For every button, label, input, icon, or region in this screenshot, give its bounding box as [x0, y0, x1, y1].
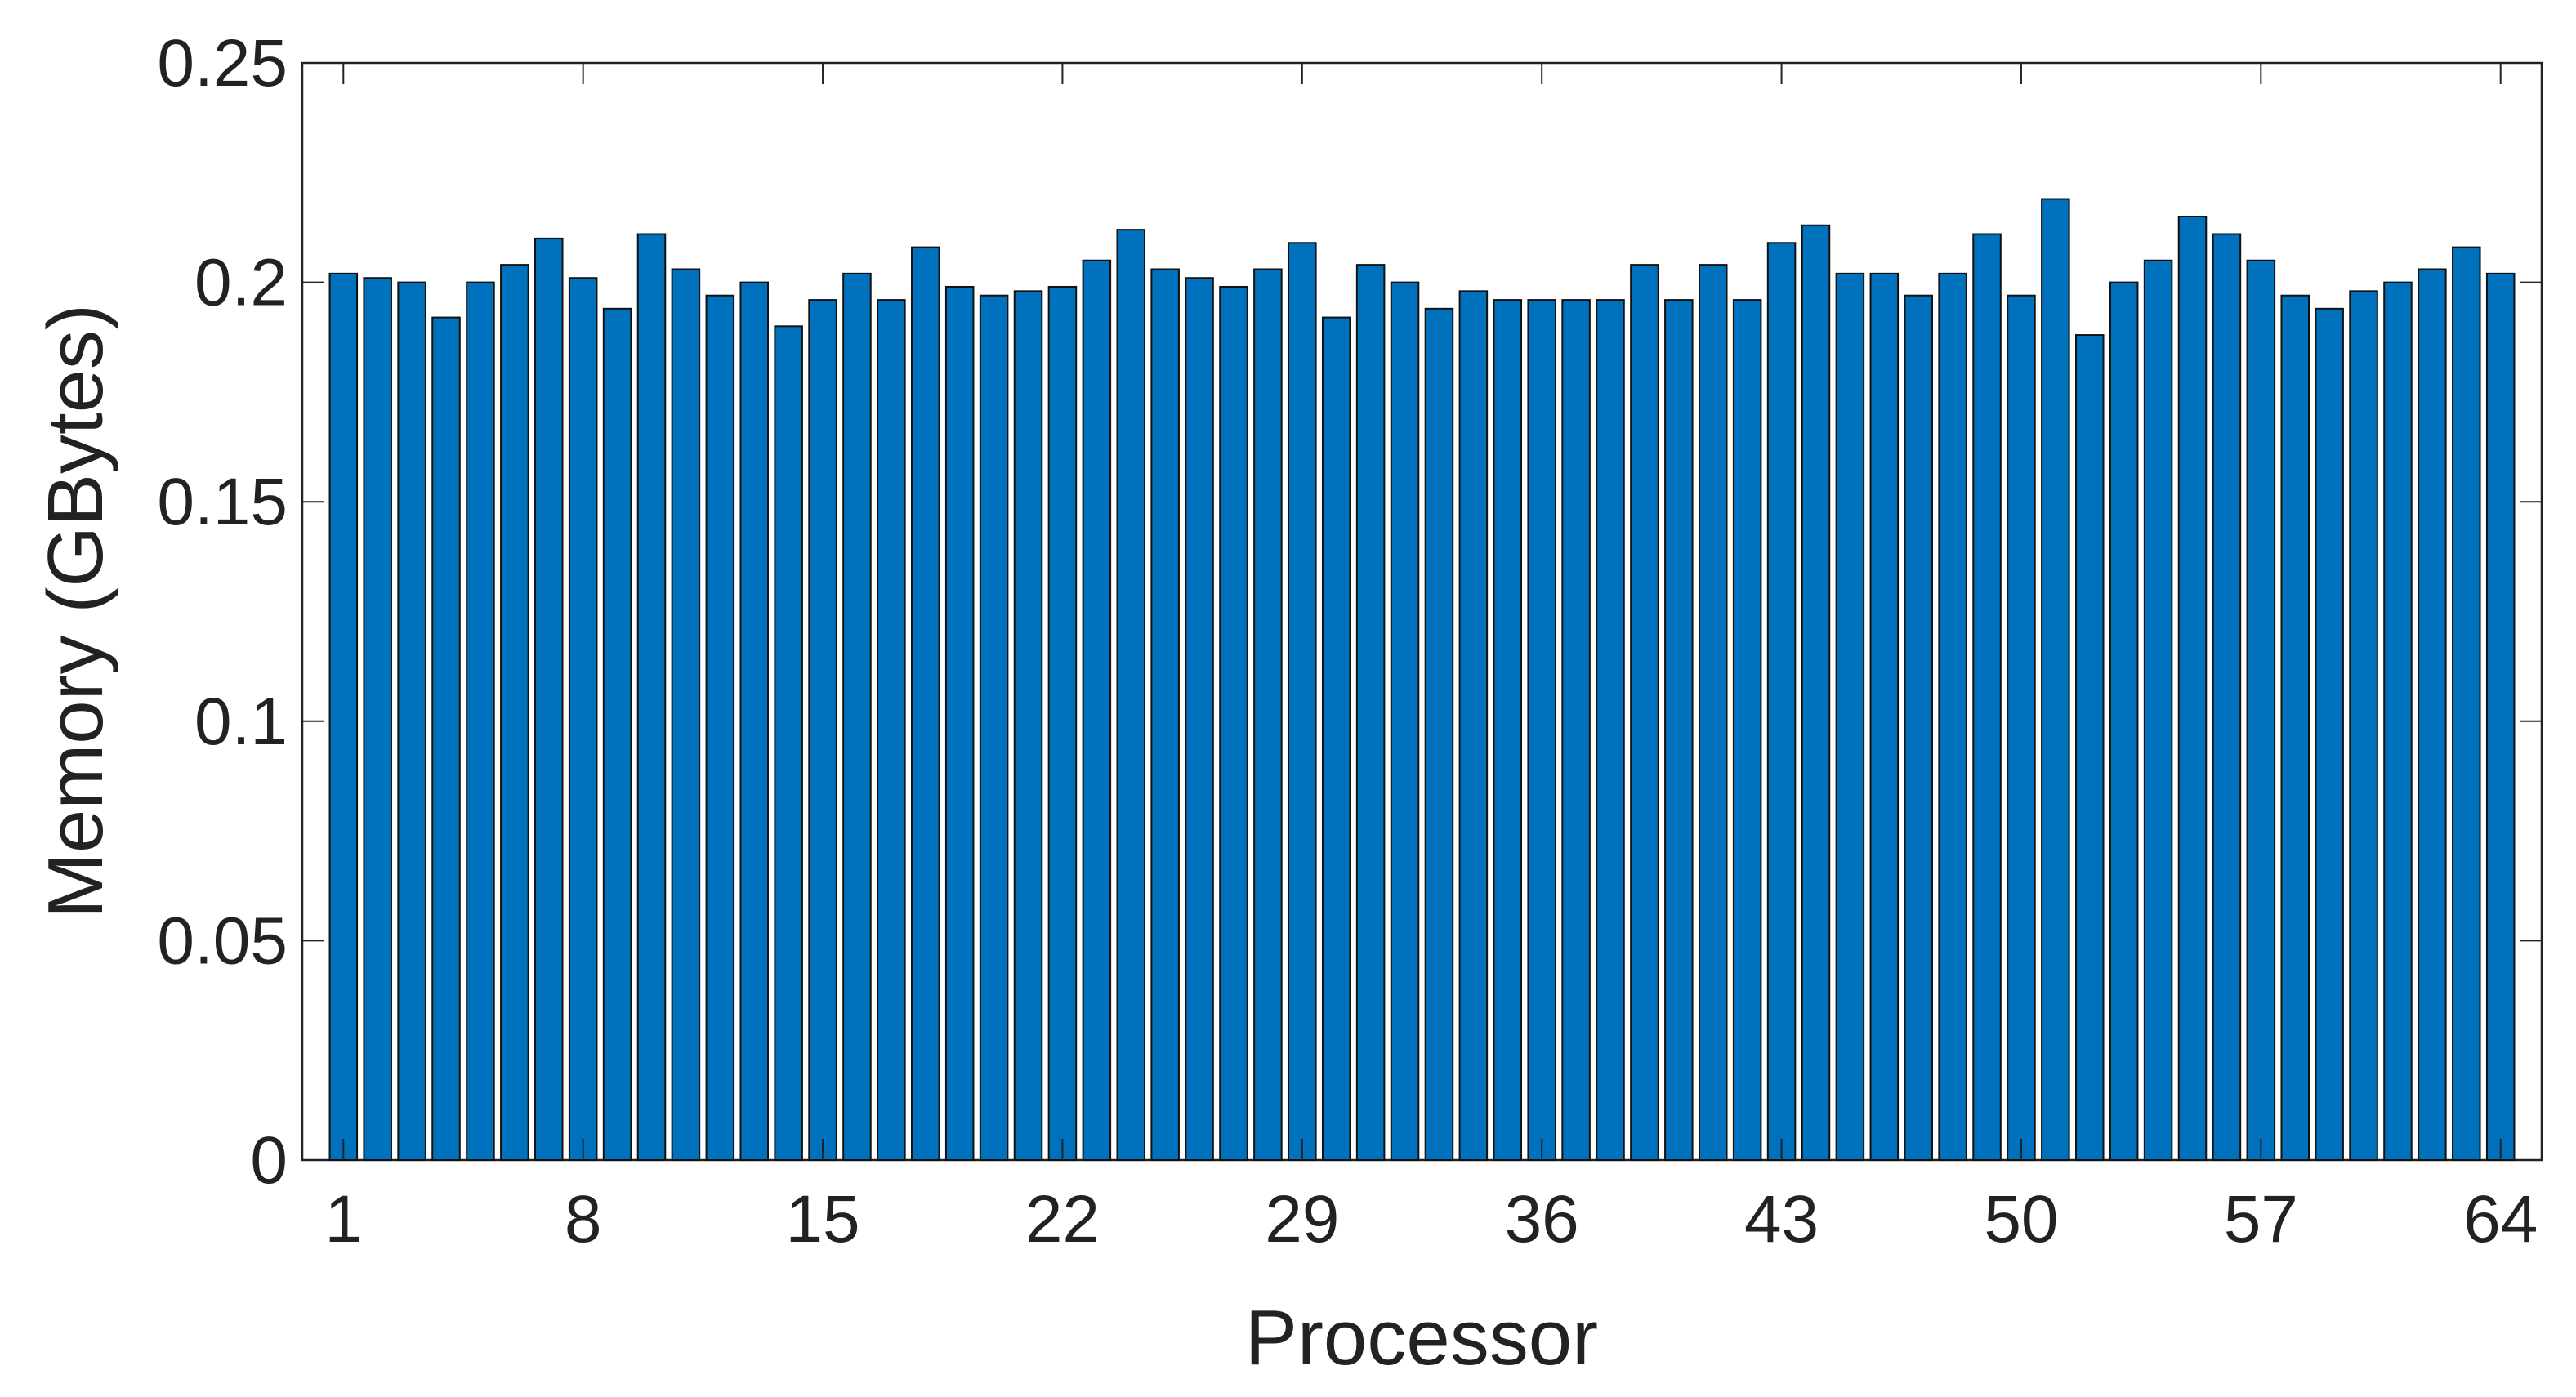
x-tick-label: 22	[1025, 1182, 1100, 1256]
bar	[466, 281, 495, 1162]
bar	[2075, 334, 2105, 1161]
bar	[636, 233, 667, 1161]
bar	[1972, 233, 2002, 1161]
bar	[1835, 272, 1865, 1162]
y-tick-label: 0.15	[157, 465, 288, 539]
bar	[1013, 290, 1043, 1161]
bar	[1596, 299, 1625, 1161]
y-tick-label: 0.25	[157, 26, 288, 100]
bar	[2109, 281, 2139, 1162]
bar	[808, 299, 837, 1161]
bar	[1766, 242, 1797, 1162]
bar	[2383, 281, 2413, 1162]
bar	[2452, 246, 2481, 1161]
bar	[2246, 259, 2276, 1161]
y-tick-label: 0	[250, 1123, 288, 1198]
bar	[1253, 268, 1283, 1161]
bar	[842, 272, 872, 1162]
bar	[500, 264, 529, 1161]
bar	[1801, 224, 1831, 1161]
bar	[1355, 264, 1386, 1161]
bar	[1150, 268, 1180, 1161]
bar	[671, 268, 701, 1161]
bar	[328, 272, 359, 1162]
x-tick-label: 43	[1744, 1182, 1819, 1256]
bar	[1630, 264, 1659, 1161]
bar	[363, 277, 392, 1161]
bar	[1390, 281, 1420, 1162]
bar	[1664, 299, 1694, 1161]
bar	[2280, 294, 2310, 1162]
bar	[1698, 264, 1728, 1161]
bar	[2315, 307, 2344, 1161]
bar	[1493, 299, 1523, 1161]
bar	[739, 281, 769, 1162]
bar	[979, 294, 1009, 1162]
bar	[1185, 277, 1214, 1161]
bar	[1047, 285, 1078, 1161]
y-axis-label: Memory (GBytes)	[32, 304, 119, 918]
x-tick-label: 1	[324, 1182, 362, 1256]
bar	[534, 237, 564, 1161]
x-tick-label: 50	[1984, 1182, 2058, 1256]
x-tick-label: 15	[785, 1182, 859, 1256]
bar	[1082, 259, 1112, 1161]
bar	[397, 281, 426, 1162]
bar	[2143, 259, 2173, 1161]
y-tick-label: 0.2	[194, 246, 288, 320]
bar	[1938, 272, 1967, 1162]
bar	[2007, 294, 2036, 1162]
bar	[2485, 272, 2516, 1162]
bar	[1732, 299, 1762, 1161]
bar	[944, 285, 975, 1161]
bar	[431, 316, 461, 1161]
x-tick-label: 29	[1265, 1182, 1339, 1256]
bar	[2177, 216, 2208, 1161]
bar	[568, 277, 598, 1161]
bar	[774, 325, 803, 1161]
x-tick-label: 57	[2224, 1182, 2298, 1256]
bar	[1424, 307, 1454, 1161]
bar	[1288, 242, 1317, 1162]
bar	[2349, 290, 2378, 1161]
x-tick-label: 36	[1505, 1182, 1579, 1256]
y-tick-label: 0.1	[194, 685, 288, 759]
bar	[705, 294, 735, 1162]
bar	[1458, 290, 1489, 1161]
bar	[877, 299, 906, 1161]
bar	[2041, 198, 2070, 1162]
bar	[1321, 316, 1351, 1161]
bar	[2418, 268, 2447, 1161]
bar	[1561, 299, 1591, 1161]
bar	[1869, 272, 1900, 1162]
y-tick-label: 0.05	[157, 904, 288, 978]
bar	[2212, 233, 2242, 1161]
x-tick-label: 8	[565, 1182, 602, 1256]
bar	[911, 246, 940, 1161]
bar	[1116, 229, 1146, 1161]
bar	[1904, 294, 1933, 1162]
x-axis-label: Processor	[1245, 1294, 1598, 1381]
bar	[1527, 299, 1556, 1161]
bar	[602, 307, 632, 1161]
x-tick-label: 64	[2463, 1182, 2538, 1256]
bar	[1219, 285, 1248, 1161]
